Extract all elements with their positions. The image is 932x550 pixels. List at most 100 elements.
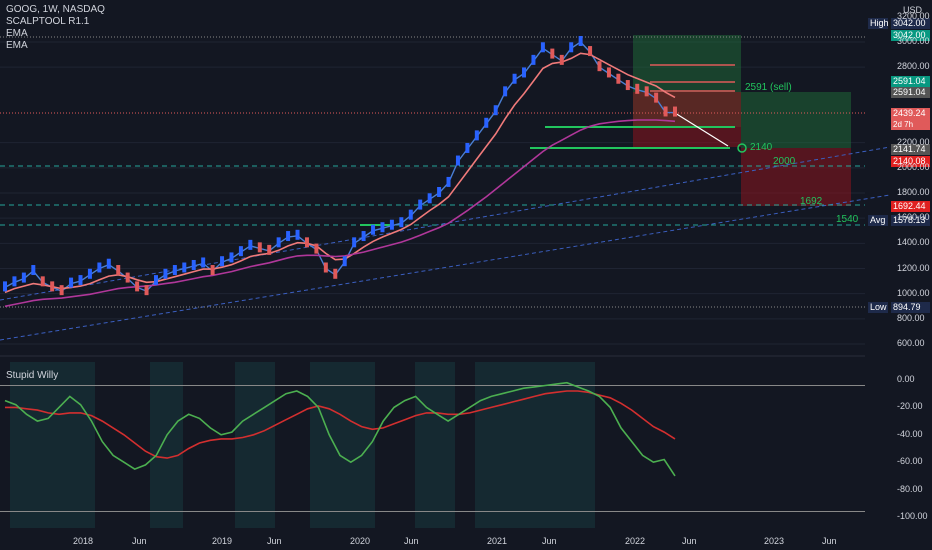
candle	[597, 61, 602, 72]
candle	[40, 276, 45, 287]
price-axis-tick: 600.00	[897, 338, 925, 348]
candle	[135, 281, 140, 292]
candle	[418, 199, 423, 210]
candle	[606, 67, 611, 78]
candle	[437, 187, 442, 197]
time-axis-tick: Jun	[132, 536, 147, 546]
price-axis-tick: 1400.00	[897, 237, 930, 248]
indicator-stupid-willy[interactable]: Stupid Willy	[6, 370, 59, 381]
candle	[455, 155, 460, 166]
candle	[644, 86, 649, 97]
candle	[3, 281, 7, 292]
candle	[191, 259, 196, 270]
support-1540-annotation: 1540	[836, 214, 859, 225]
candle	[588, 46, 593, 57]
price-axis-tick: 3000.00	[897, 36, 930, 46]
candle	[625, 80, 630, 91]
candle	[333, 268, 338, 279]
candle	[238, 246, 243, 257]
level-2140: 2140.08	[891, 156, 930, 167]
oscillator-zone	[415, 362, 455, 528]
target-annotation: 2140	[750, 142, 773, 153]
candle	[389, 219, 394, 230]
osc-axis-tick: -40.00	[897, 428, 923, 439]
price-axis-tick: 3200.00	[897, 10, 930, 21]
currency-label: USD	[903, 5, 923, 15]
candle	[201, 257, 206, 268]
indicator-ema-1[interactable]: EMA	[6, 28, 28, 39]
support-2000-annotation: 2000	[773, 156, 796, 167]
time-axis-tick: Jun	[822, 536, 837, 546]
support-1692-annotation: 1692	[800, 196, 823, 207]
time-axis-tick: 2020	[350, 536, 371, 546]
loss-zone-2	[741, 148, 851, 206]
candle	[172, 265, 177, 276]
oscillator-zone	[475, 362, 595, 528]
candle	[663, 106, 668, 117]
candle	[512, 73, 517, 84]
candle	[635, 83, 640, 94]
osc-slow-line	[5, 390, 676, 459]
level-2591-a: 2591.04	[891, 76, 930, 87]
indicator-scalptool[interactable]: SCALPTOOL R1.1	[6, 16, 90, 27]
candle	[465, 142, 470, 153]
price-axis-tick: 1600.00	[897, 212, 930, 223]
candle	[531, 54, 536, 65]
price-axis-tick: 2200.00	[897, 136, 930, 147]
candle	[578, 36, 583, 46]
osc-axis-tick: -100.00	[897, 511, 928, 521]
high-value: 3042.00	[891, 18, 930, 29]
last-price: 2439.24	[893, 108, 926, 118]
candle	[69, 277, 74, 288]
time-axis-tick: 2022	[625, 536, 646, 546]
oscillator-zone	[150, 362, 183, 528]
price-axis-tick: 1800.00	[897, 187, 930, 197]
candle	[182, 262, 187, 273]
candle	[427, 193, 432, 204]
time-axis-tick: 2021	[487, 536, 508, 546]
level-2141: 2141.74	[891, 144, 930, 155]
candle	[144, 285, 149, 296]
candle	[446, 176, 451, 187]
time-axis-tick: Jun	[267, 536, 282, 546]
candle	[484, 117, 489, 128]
candle	[295, 229, 300, 240]
ema-slow-line	[4, 119, 676, 308]
time-axis-tick: Jun	[682, 536, 697, 546]
indicator-ema-2[interactable]: EMA	[6, 40, 28, 51]
candle	[286, 231, 291, 242]
target-marker	[737, 143, 747, 153]
time-axis-tick: 2018	[73, 536, 94, 546]
candle	[569, 42, 574, 53]
candle	[380, 222, 385, 233]
candle	[276, 237, 281, 248]
osc-axis-tick: -20.00	[897, 401, 923, 412]
candle	[314, 243, 319, 254]
candle	[616, 73, 621, 84]
candle	[361, 231, 366, 242]
trendline-lower	[0, 194, 891, 341]
candle	[493, 105, 498, 116]
bar-countdown: 2d 7h	[893, 120, 914, 129]
level-1692: 1692.44	[891, 201, 930, 212]
candle	[503, 86, 508, 97]
projection-arrow	[674, 112, 729, 147]
candle	[267, 244, 272, 255]
price-axis-tick: 1000.00	[897, 287, 930, 298]
oscillator-zone	[310, 362, 375, 528]
candle	[78, 275, 83, 286]
candle	[31, 265, 36, 276]
price-axis-tick: 800.00	[897, 312, 925, 323]
price-axis-tick: 1200.00	[897, 262, 930, 273]
candle	[399, 217, 404, 228]
candle	[257, 242, 262, 253]
symbol-title: GOOG, 1W, NASDAQ	[6, 4, 105, 15]
candle	[116, 265, 121, 276]
time-axis-tick: 2019	[212, 536, 233, 546]
time-axis-tick: Jun	[542, 536, 557, 546]
candle	[229, 252, 234, 263]
candle	[342, 256, 347, 267]
candle	[654, 92, 659, 103]
candle	[220, 256, 225, 267]
